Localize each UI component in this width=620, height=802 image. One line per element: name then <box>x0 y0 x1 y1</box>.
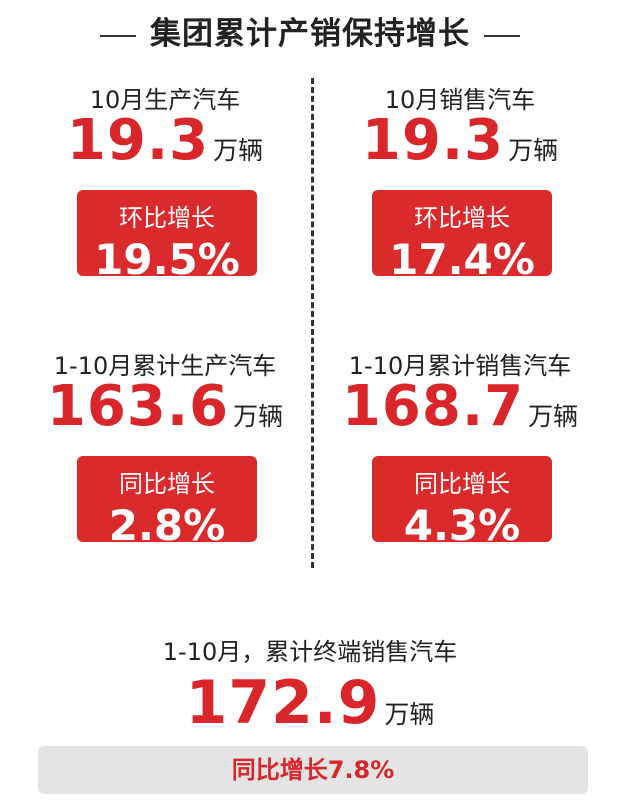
block-value: 19.3 <box>66 108 210 173</box>
summary-value-row: 172.9 万辆 <box>10 668 610 738</box>
header: 集团累计产销保持增长 <box>0 8 620 53</box>
block-badge: 环比增长 17.4% <box>372 190 552 284</box>
block-label: 1-10月累计销售汽车 <box>348 352 572 380</box>
badge-label: 环比增长 <box>119 204 215 232</box>
summary-unit: 万辆 <box>384 700 435 729</box>
badge-label: 环比增长 <box>414 204 510 232</box>
badge-value: 4.3% <box>403 501 521 550</box>
badge-value: 2.8% <box>108 501 226 550</box>
block-unit: 万辆 <box>528 402 579 431</box>
block-label: 10月生产汽车 <box>89 86 241 114</box>
block-value: 163.6 <box>46 374 230 439</box>
block-unit: 万辆 <box>508 136 559 165</box>
divider <box>311 78 314 568</box>
block-value: 19.3 <box>361 108 505 173</box>
block-value-row: 168.7 万辆 <box>310 374 610 439</box>
title-dash <box>484 34 520 37</box>
block-unit: 万辆 <box>213 136 264 165</box>
badge-label: 同比增长 <box>119 470 215 498</box>
block-value-row: 19.3 万辆 <box>15 108 315 173</box>
summary-label: 1-10月，累计终端销售汽车 <box>162 638 458 666</box>
block-unit: 万辆 <box>233 402 284 431</box>
badge-value: 19.5% <box>94 235 240 284</box>
block-label: 10月销售汽车 <box>384 86 536 114</box>
block-label: 1-10月累计生产汽车 <box>53 352 277 380</box>
block-value: 168.7 <box>341 374 525 439</box>
block-value-row: 19.3 万辆 <box>310 108 610 173</box>
block-badge: 同比增长 2.8% <box>77 456 257 550</box>
block-badge: 环比增长 19.5% <box>77 190 257 284</box>
title-dash <box>100 34 136 37</box>
summary-value: 172.9 <box>185 668 381 738</box>
badge-label: 同比增长 <box>414 470 510 498</box>
block-value-row: 163.6 万辆 <box>15 374 315 439</box>
title: 集团累计产销保持增长 <box>150 16 470 52</box>
badge-value: 17.4% <box>389 235 535 284</box>
summary-badge: 同比增长7.8% <box>38 746 588 794</box>
block-badge: 同比增长 4.3% <box>372 456 552 550</box>
